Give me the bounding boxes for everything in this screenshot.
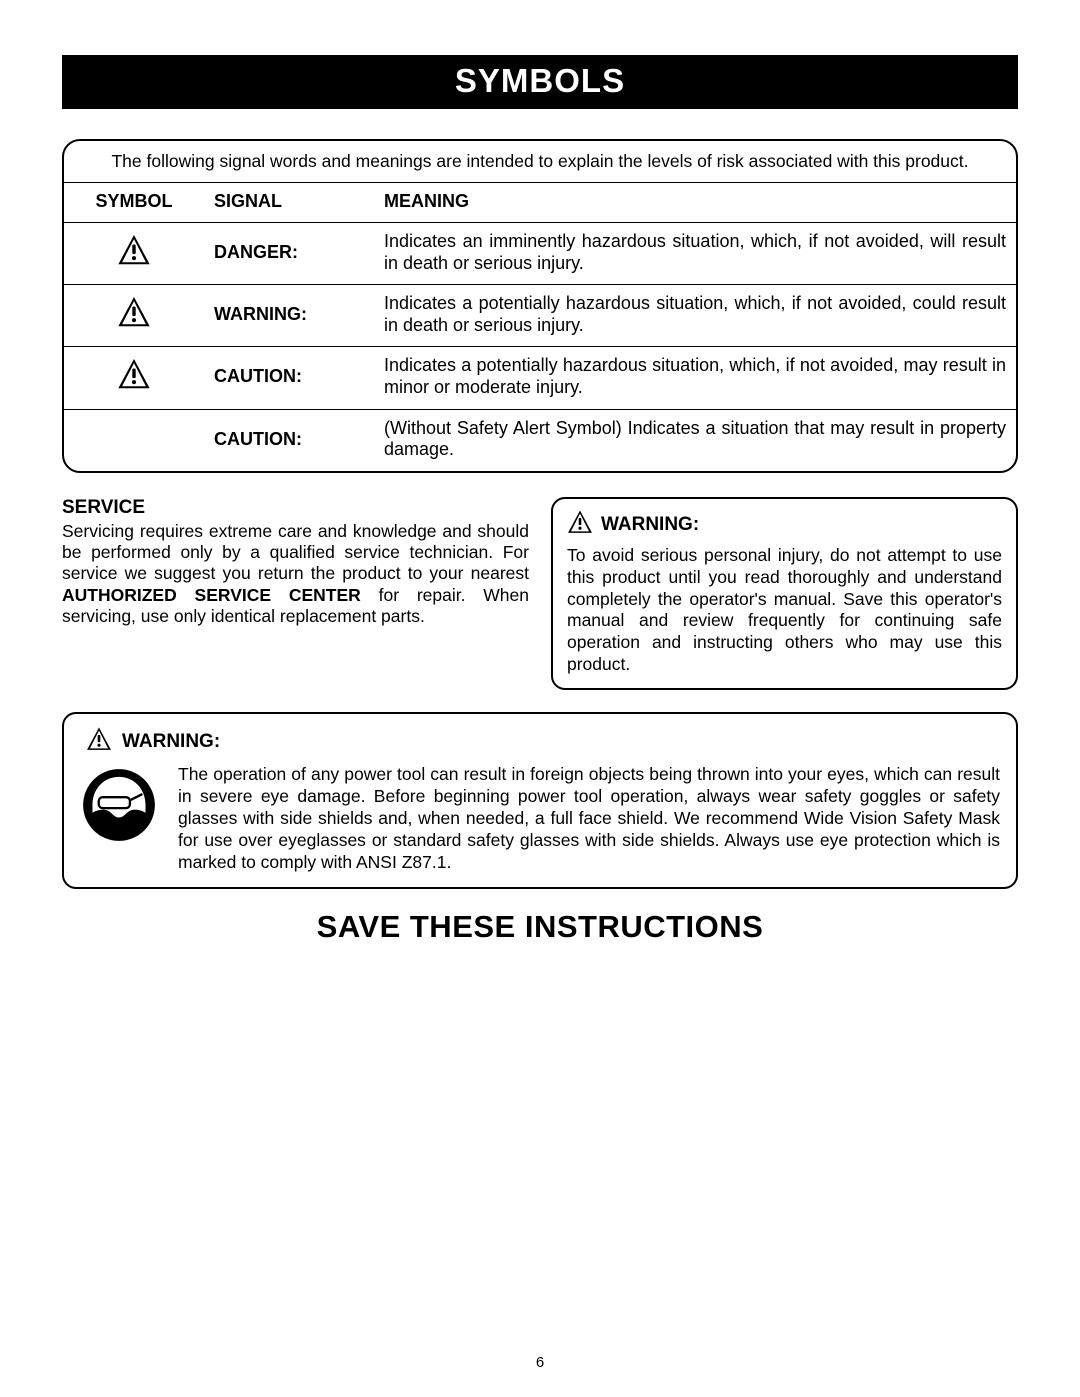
cell-meaning: (Without Safety Alert Symbol) Indicates … [374,409,1016,471]
cell-signal: DANGER: [204,223,374,285]
table-row: CAUTION:Indicates a potentially hazardou… [64,347,1016,409]
table-row: DANGER:Indicates an imminently hazardous… [64,223,1016,285]
th-signal: SIGNAL [204,183,374,223]
page-title-bar: SYMBOLS [62,55,1018,109]
cell-signal: WARNING: [204,285,374,347]
safety-alert-icon [86,726,112,758]
cell-symbol [64,347,204,409]
cell-meaning: Indicates an imminently hazardous situat… [374,223,1016,285]
symbols-intro-text: The following signal words and meanings … [64,141,1016,182]
service-body-pre: Servicing requires extreme care and know… [62,521,529,584]
table-row: CAUTION:(Without Safety Alert Symbol) In… [64,409,1016,471]
service-section: SERVICE Servicing requires extreme care … [62,497,529,628]
cell-meaning: Indicates a potentially hazardous situat… [374,347,1016,409]
warning-wide-body: The operation of any power tool can resu… [178,764,1000,873]
th-symbol: SYMBOL [64,183,204,223]
symbols-table-container: The following signal words and meanings … [62,139,1018,473]
cell-symbol [64,409,204,471]
cell-symbol [64,223,204,285]
cell-signal: CAUTION: [204,409,374,471]
goggles-icon [80,764,160,849]
warning-wide-heading: WARNING: [80,726,1000,758]
safety-alert-icon [117,295,151,334]
page-title: SYMBOLS [455,62,625,99]
symbols-table: SYMBOL SIGNAL MEANING DANGER:Indicates a… [64,182,1016,471]
two-column-section: SERVICE Servicing requires extreme care … [62,497,1018,690]
service-body: Servicing requires extreme care and know… [62,521,529,628]
warning-box-wide: WARNING: The operation of any power tool… [62,712,1018,889]
warning-right-heading: WARNING: [567,509,1002,541]
cell-meaning: Indicates a potentially hazardous situat… [374,285,1016,347]
th-meaning: MEANING [374,183,1016,223]
service-body-bold: AUTHORIZED SERVICE CENTER [62,585,361,605]
cell-signal: CAUTION: [204,347,374,409]
safety-alert-icon [117,357,151,396]
cell-symbol [64,285,204,347]
safety-alert-icon [567,509,593,541]
warning-box-right: WARNING: To avoid serious personal injur… [551,497,1018,690]
warning-right-heading-text: WARNING: [601,514,699,536]
safety-alert-icon [117,233,151,272]
warning-wide-heading-text: WARNING: [122,731,220,753]
page-number: 6 [0,1354,1080,1371]
warning-right-body: To avoid serious personal injury, do not… [567,545,1002,676]
table-row: WARNING:Indicates a potentially hazardou… [64,285,1016,347]
save-instructions: SAVE THESE INSTRUCTIONS [62,909,1018,945]
service-heading: SERVICE [62,497,529,519]
